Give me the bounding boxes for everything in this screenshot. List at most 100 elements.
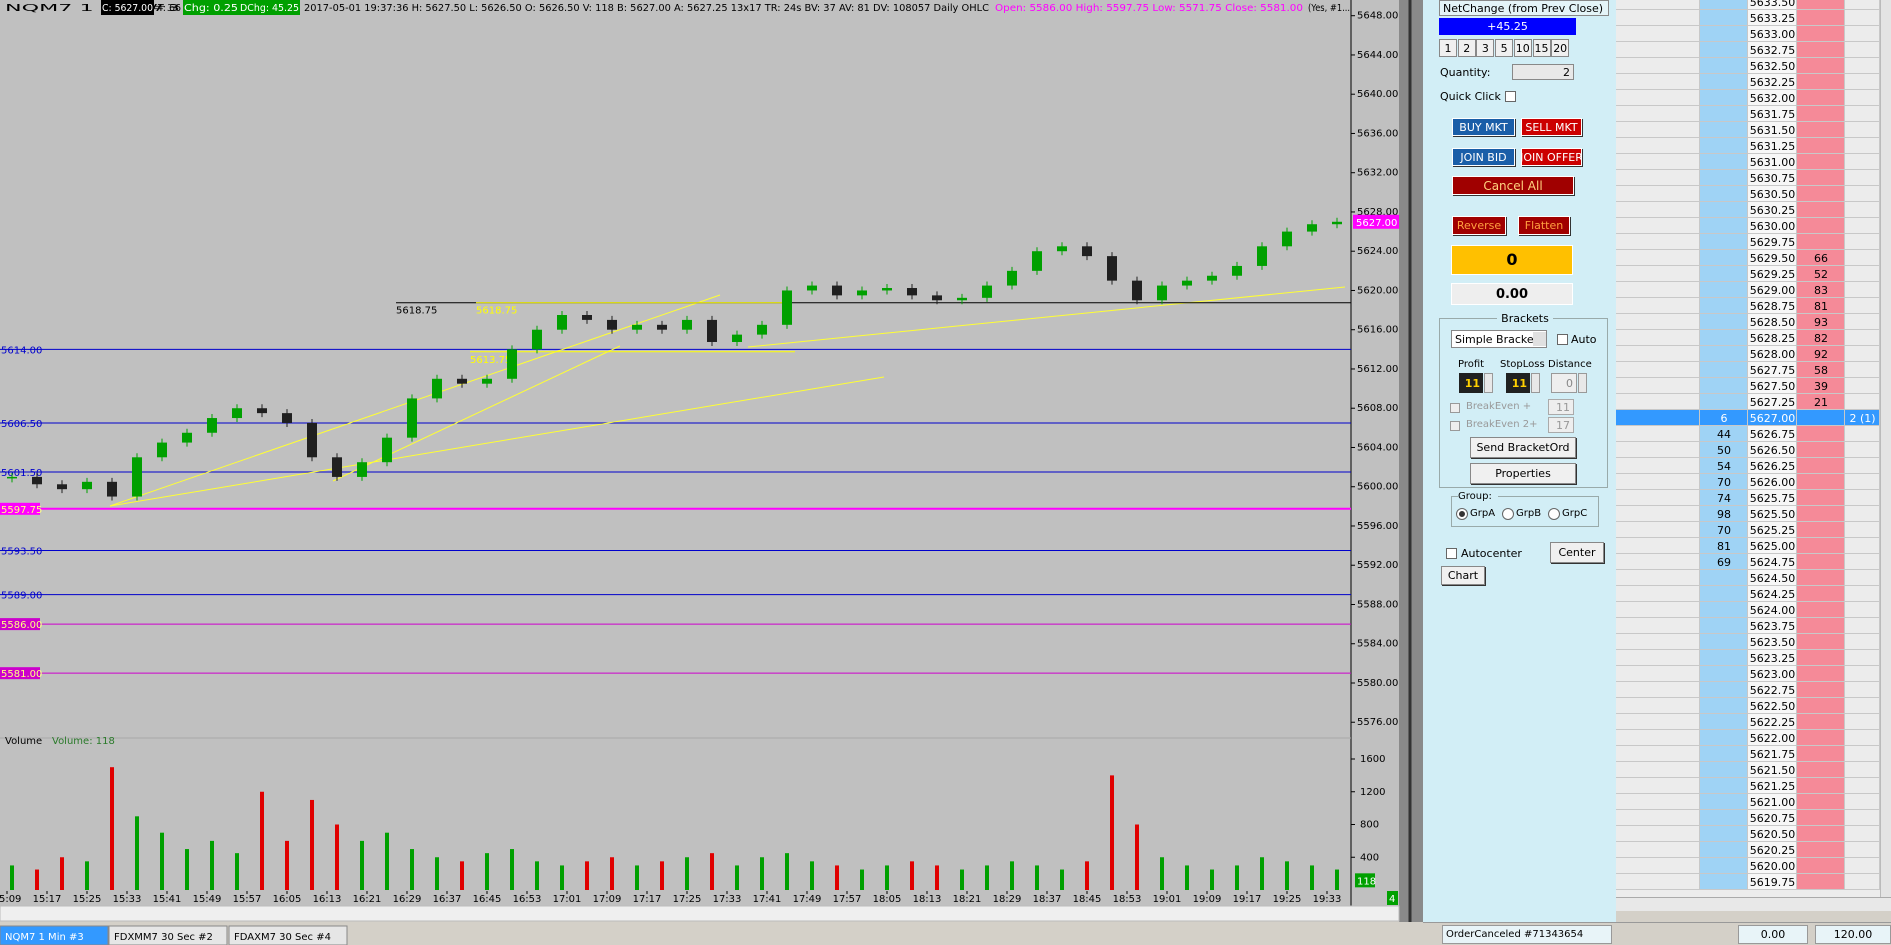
dom-cell: [1616, 858, 1700, 874]
checkbox[interactable]: [1557, 334, 1568, 345]
dom-position: 2 (1): [1849, 411, 1876, 425]
dom-cell: [1700, 458, 1748, 474]
candle: [457, 378, 467, 384]
quantity-button[interactable]: 15: [1532, 39, 1551, 57]
dom-price: 5623.00: [1749, 667, 1796, 681]
stoploss-input[interactable]: 11: [1506, 373, 1530, 393]
quantity-button[interactable]: 2: [1457, 39, 1476, 57]
dom-scrollbar[interactable]: [1616, 897, 1891, 911]
sell-mkt[interactable]: SELL MKT: [1521, 118, 1582, 136]
y-tick-label: 5592.00: [1357, 560, 1398, 571]
dom-cell: [1845, 250, 1880, 266]
checkbox[interactable]: [1450, 421, 1460, 431]
quantity-button[interactable]: 1: [1439, 39, 1457, 57]
candle: [407, 398, 417, 438]
quantity-button[interactable]: 20: [1551, 39, 1570, 57]
send-bracket[interactable]: Send BracketOrd: [1470, 437, 1576, 458]
dom-cell: [1700, 282, 1748, 298]
group-option[interactable]: GrpC: [1562, 508, 1588, 519]
group-option[interactable]: GrpB: [1516, 508, 1542, 519]
checkbox[interactable]: [1505, 91, 1516, 102]
tab-label[interactable]: FDXMM7 30 Sec #2: [114, 932, 213, 943]
dom-cell: [1700, 570, 1748, 586]
radio[interactable]: [1456, 508, 1468, 520]
dom-bid[interactable]: 6: [1720, 411, 1728, 425]
dom-bid[interactable]: 50: [1717, 443, 1731, 457]
dom-ask[interactable]: 81: [1814, 299, 1828, 313]
dom-bid[interactable]: 74: [1717, 491, 1731, 505]
tab[interactable]: [228, 925, 348, 945]
dom-bid[interactable]: 70: [1717, 523, 1731, 537]
distance-input[interactable]: 0: [1551, 373, 1577, 393]
dom-ask[interactable]: 52: [1814, 267, 1828, 281]
quantity-button[interactable]: 5: [1495, 39, 1514, 57]
dom-ask[interactable]: 58: [1814, 363, 1828, 377]
dom-vscroll[interactable]: [1880, 0, 1891, 897]
reverse[interactable]: Reverse: [1452, 216, 1506, 235]
tab-label[interactable]: FDAXM7 30 Sec #4: [234, 932, 331, 943]
dom-bid[interactable]: 70: [1717, 475, 1731, 489]
checkbox[interactable]: [1446, 548, 1457, 559]
tab-label[interactable]: NQM7 1 Min #3: [5, 932, 84, 943]
cancel-all[interactable]: Cancel All: [1452, 176, 1574, 195]
dom-ask[interactable]: 82: [1814, 331, 1828, 345]
spin[interactable]: [1578, 373, 1587, 393]
volume-tick-label: 1200: [1360, 787, 1385, 798]
profit-input[interactable]: 11: [1459, 373, 1483, 393]
dom-cell: [1797, 746, 1845, 762]
dom-cell: [1700, 218, 1748, 234]
dom-cell: [1616, 426, 1700, 442]
radio[interactable]: [1502, 508, 1514, 520]
select-arrow[interactable]: [1533, 332, 1546, 346]
quantity-input[interactable]: 2: [1512, 64, 1574, 80]
volume-bar: [1185, 865, 1189, 890]
tab[interactable]: [108, 925, 228, 945]
dom-cell: [1845, 0, 1880, 10]
group-option[interactable]: GrpA: [1470, 508, 1496, 519]
volume-bar: [435, 857, 439, 890]
buy-mkt[interactable]: BUY MKT: [1452, 118, 1515, 136]
chart-button[interactable]: Chart: [1441, 566, 1485, 585]
spin[interactable]: [1484, 373, 1493, 393]
chart-scrollbar[interactable]: [0, 905, 1400, 922]
dom-cell: [1845, 762, 1880, 778]
dom-price: 5633.50: [1749, 0, 1796, 9]
dom-bid[interactable]: 98: [1717, 507, 1731, 521]
candle: [707, 319, 717, 342]
dom-ask[interactable]: 83: [1814, 283, 1828, 297]
center[interactable]: Center: [1550, 542, 1604, 563]
dom-bid[interactable]: 54: [1717, 459, 1731, 473]
flatten[interactable]: Flatten: [1518, 216, 1570, 235]
dom-ask[interactable]: 92: [1814, 347, 1828, 361]
dom-ask[interactable]: 66: [1814, 251, 1828, 265]
radio[interactable]: [1548, 508, 1560, 520]
dom-cell: [1700, 0, 1748, 10]
dom-bid[interactable]: 69: [1717, 555, 1731, 569]
dom-cell: [1748, 874, 1797, 890]
quantity-button[interactable]: 10: [1513, 39, 1532, 57]
dom-bid[interactable]: 44: [1717, 427, 1731, 441]
dom-bid[interactable]: 81: [1717, 539, 1731, 553]
dom-cell: [1797, 522, 1845, 538]
y-tick-label: 5624.00: [1357, 246, 1398, 257]
breakeven2-input[interactable]: 17: [1548, 417, 1574, 433]
dom-cell: [1797, 602, 1845, 618]
properties[interactable]: Properties: [1470, 463, 1576, 484]
volume-bar: [1110, 775, 1114, 890]
dom-cell: [1700, 474, 1748, 490]
x-tick-label: 15:17: [33, 894, 62, 905]
join-bid[interactable]: JOIN BID: [1452, 148, 1515, 166]
x-tick-label: 18:13: [913, 894, 942, 905]
dom-cell: [1797, 730, 1845, 746]
dom-ask[interactable]: 39: [1814, 379, 1828, 393]
checkbox[interactable]: [1450, 403, 1460, 413]
dom-ask[interactable]: 21: [1814, 395, 1828, 409]
spin[interactable]: [1531, 373, 1540, 393]
breakeven-input[interactable]: 11: [1548, 399, 1574, 415]
join-offer[interactable]: JOIN OFFER: [1521, 148, 1582, 166]
tab[interactable]: [0, 925, 109, 945]
quantity-button[interactable]: 3: [1476, 39, 1495, 57]
dom-ask[interactable]: 93: [1814, 315, 1828, 329]
candle: [257, 408, 267, 414]
bracket-type[interactable]: Simple Bracket: [1451, 330, 1547, 348]
